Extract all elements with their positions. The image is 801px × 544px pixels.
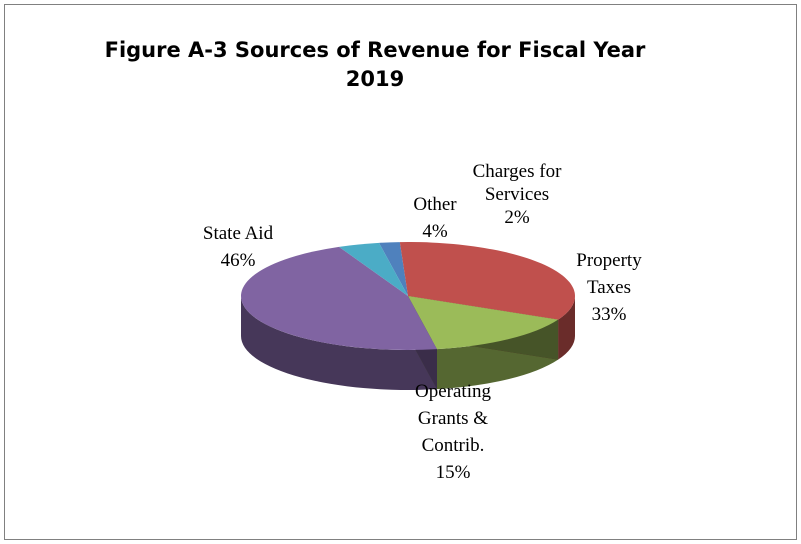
data-label-operating-grants-contrib-line-1: Operating: [415, 381, 491, 402]
data-label-charges-for-services-line-1: Charges for: [473, 161, 562, 182]
data-label-operating-grants-contrib-value: 15%: [436, 462, 471, 483]
data-label-charges-for-services-value: 2%: [504, 207, 530, 228]
data-label-property-taxes-line-2: Taxes: [587, 277, 631, 298]
pie-slice-charges-for-services: [379, 242, 408, 296]
data-label-property-taxes-value: 33%: [592, 304, 627, 325]
chart-title-line-2: 2019: [345, 67, 405, 91]
pie-side-property-taxes: [558, 296, 575, 360]
pie-slice-operating-grants-contrib: [408, 296, 559, 350]
data-label-state-aid-value: 46%: [221, 250, 256, 271]
data-label-property-taxes-line-1: Property: [576, 250, 642, 271]
data-label-other-value: 4%: [422, 221, 448, 242]
pie-side-state-aid: [241, 296, 437, 390]
pie-slice-state-aid: [240, 246, 437, 350]
chart-title: Figure A-3 Sources of Revenue for Fiscal…: [95, 36, 655, 94]
data-label-charges-for-services-line-2: Services: [485, 184, 549, 205]
pie-slice-property-taxes: [399, 242, 575, 320]
data-label-state-aid-line-1: State Aid: [203, 223, 274, 244]
pie-slice-other: [339, 242, 408, 296]
chart-title-line-1: Figure A-3 Sources of Revenue for Fiscal…: [104, 38, 646, 62]
data-label-other-line-1: Other: [413, 194, 457, 215]
data-label-operating-grants-contrib-line-3: Contrib.: [422, 435, 485, 456]
data-label-operating-grants-contrib-line-2: Grants &: [418, 408, 488, 429]
pie-top-layer: [240, 242, 575, 350]
